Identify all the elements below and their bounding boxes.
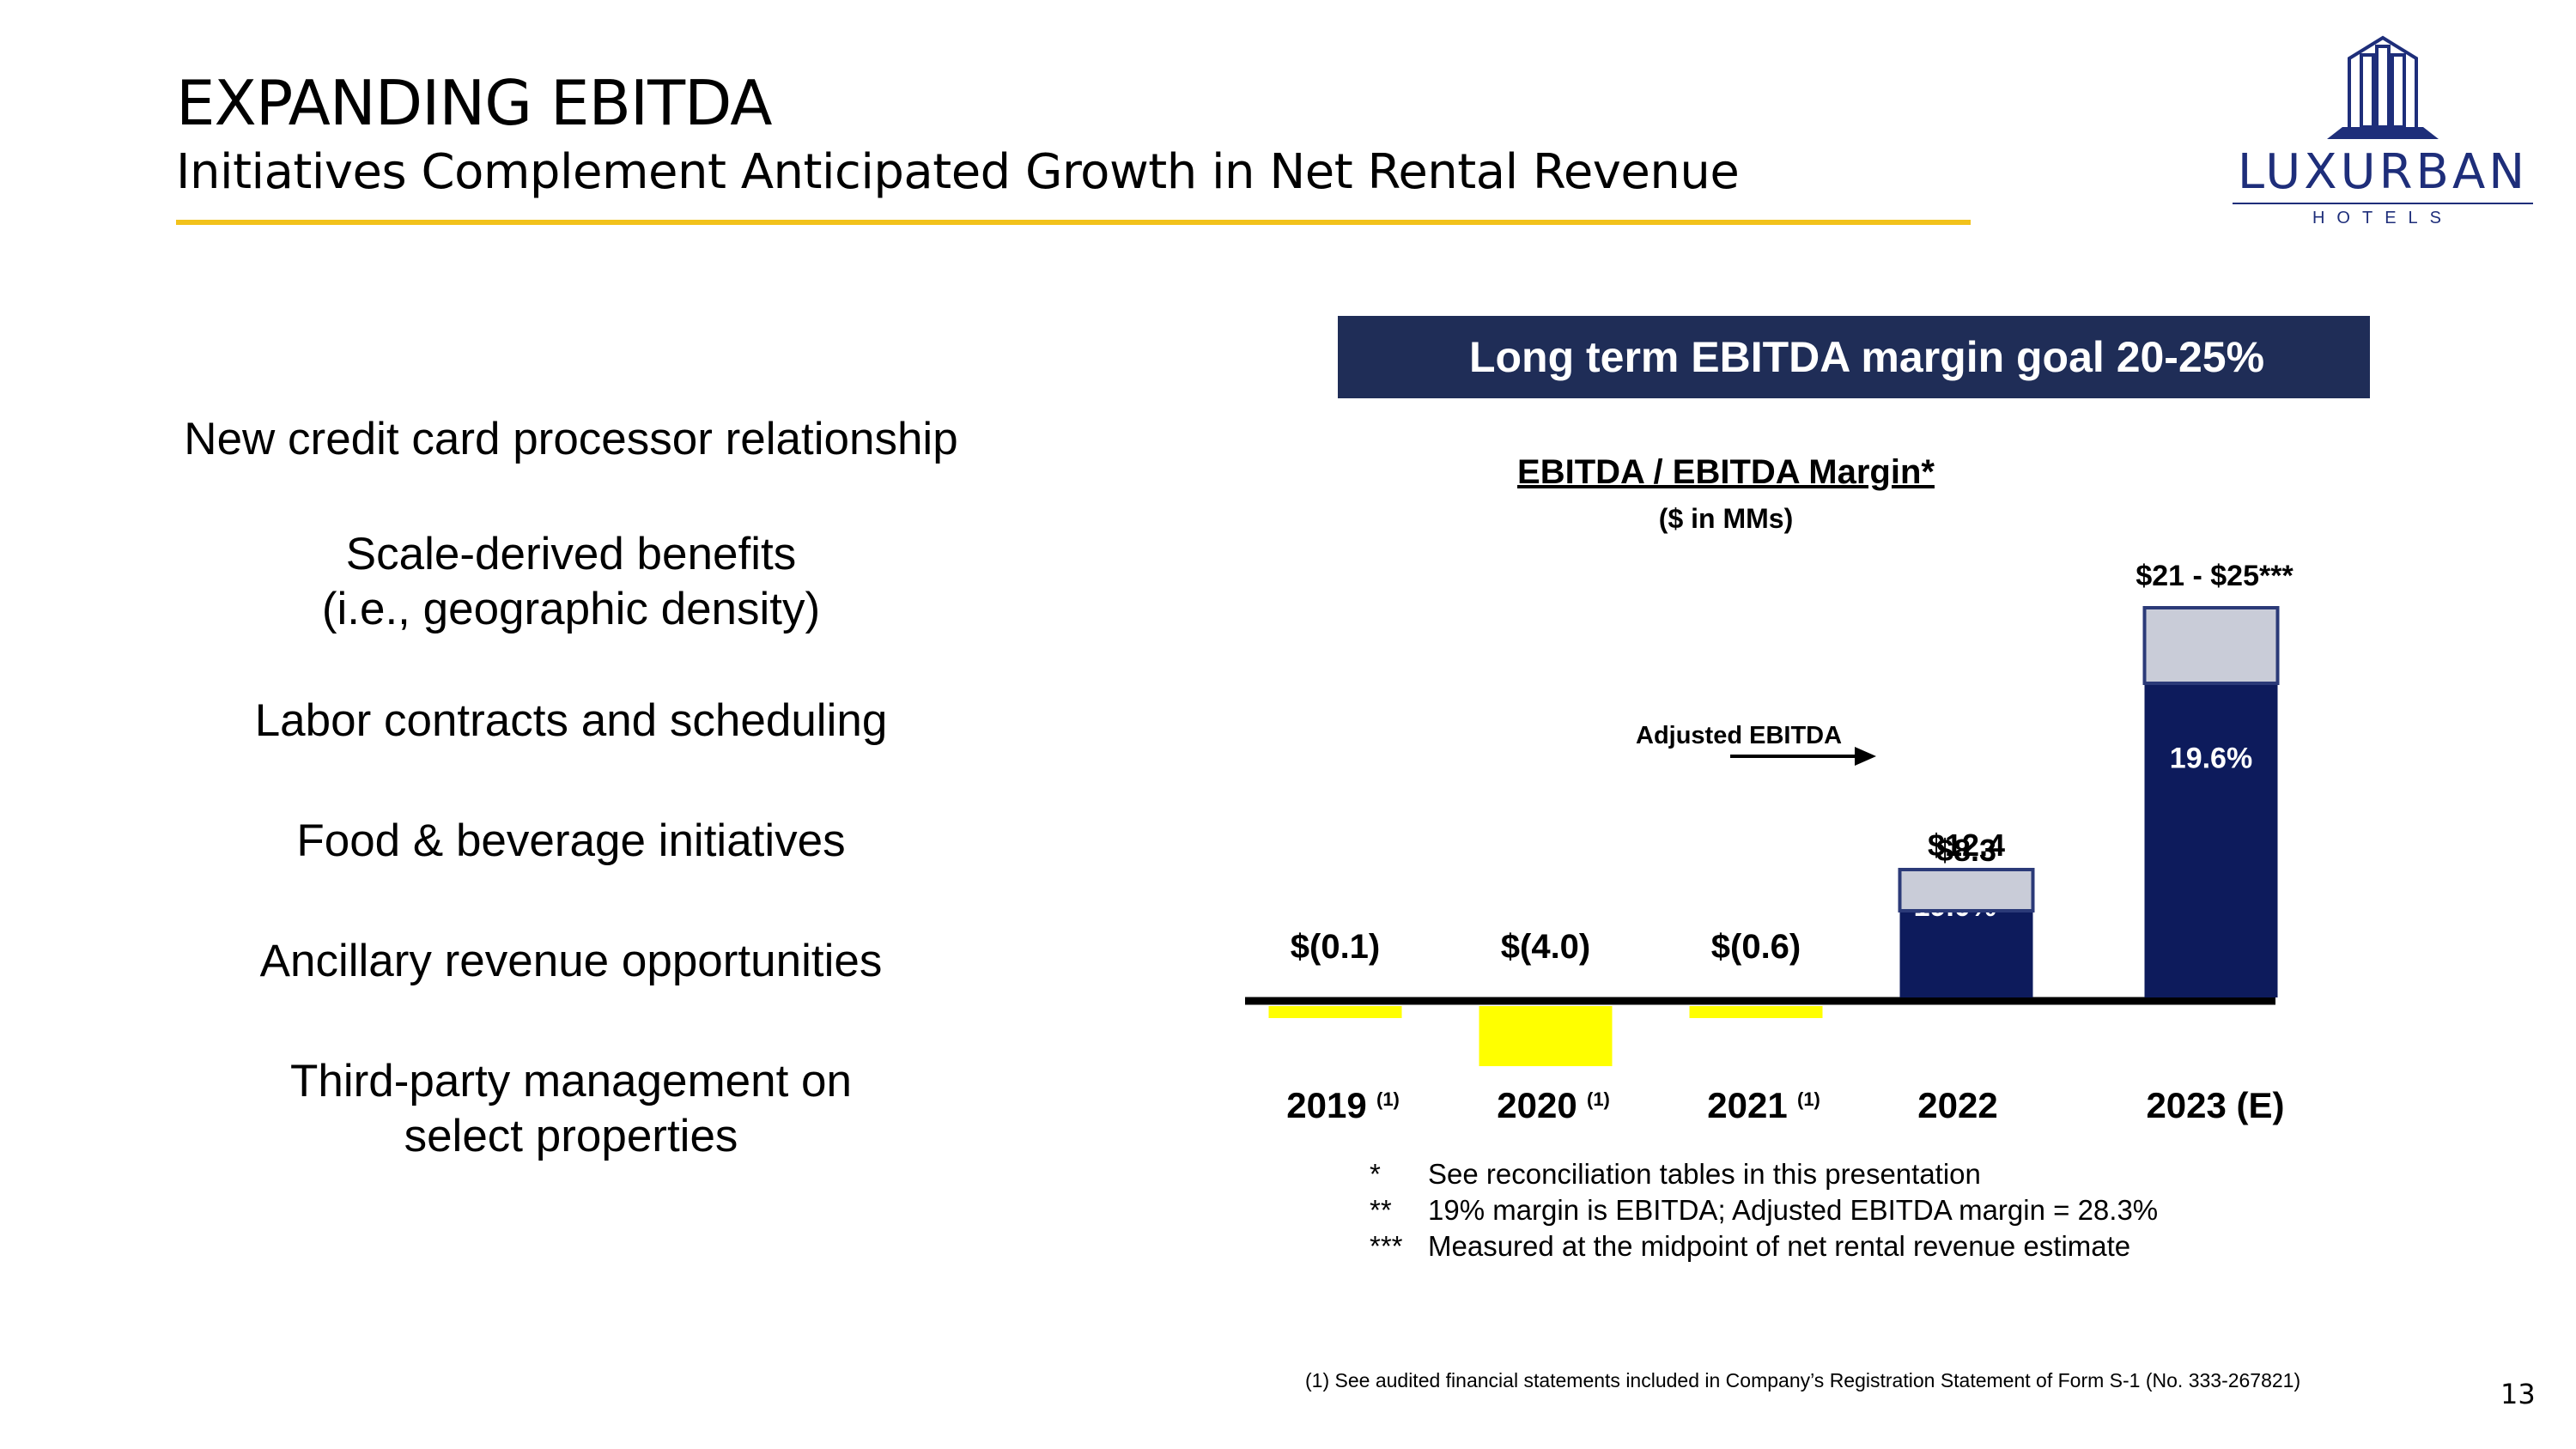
- bar-adjusted-2022: [1898, 868, 2035, 912]
- source-footnote: (1) See audited financial statements inc…: [1305, 1369, 2301, 1391]
- chart-notes: * See reconciliation tables in this prese…: [1370, 1156, 2158, 1264]
- chart-unit-label: ($ in MMs): [1658, 503, 1794, 534]
- initiative-item: Ancillary revenue opportunities: [259, 936, 883, 986]
- page-title: EXPANDING EBITDA: [176, 67, 772, 139]
- x-tick-label: 2021: [1707, 1085, 1787, 1125]
- initiative-item: Labor contracts and scheduling: [254, 695, 888, 746]
- bar-adjusted-label: $12.4: [1928, 828, 2005, 863]
- company-logo: LUXURBAN HOTELS: [2224, 34, 2542, 232]
- annotation-arrow-head: [1855, 747, 1876, 766]
- page-subtitle: Initiatives Complement Anticipated Growt…: [176, 144, 1740, 200]
- bar-range-label: $21 - $25***: [2136, 560, 2293, 592]
- x-tick-label: 2019: [1286, 1085, 1366, 1125]
- bar-value-label: $(4.0): [1501, 928, 1591, 966]
- page-number: 13: [2500, 1378, 2536, 1410]
- initiative-item: Food & beverage initiatives: [296, 815, 846, 866]
- x-tick-label: 2023 (E): [2146, 1085, 2284, 1125]
- bar-range-2023 (E): [2142, 606, 2280, 685]
- bar-ebitda-2019: [1268, 1006, 1402, 1018]
- note-item: *** Measured at the midpoint of net renta…: [1370, 1230, 2131, 1262]
- logo-tagline: HOTELS: [2312, 209, 2454, 227]
- initiatives-list: New credit card processor relationship S…: [120, 412, 1022, 1229]
- initiative-item: Scale-derived benefits (i.e., geographic …: [321, 529, 821, 634]
- building-icon: [2327, 35, 2439, 139]
- bar-ebitda-2021: [1689, 1006, 1823, 1018]
- initiative-item: Third-party management on select properti…: [290, 1056, 852, 1161]
- bar-value-label: $(0.1): [1291, 928, 1381, 966]
- x-tick-label: 2020: [1497, 1085, 1577, 1125]
- bar-margin-label: 19.6%: [2170, 743, 2252, 775]
- x-tick-note: (1): [1376, 1088, 1400, 1110]
- note-item: * See reconciliation tables in this prese…: [1370, 1158, 1981, 1190]
- adjusted-ebitda-annotation: Adjusted EBITDA: [1636, 722, 1842, 749]
- logo-wordmark: LUXURBAN: [2237, 144, 2529, 200]
- logo-divider: [2233, 203, 2533, 204]
- note-item: ** 19% margin is EBITDA; Adjusted EBITDA …: [1370, 1194, 2159, 1226]
- x-tick-note: (1): [1797, 1088, 1820, 1110]
- goal-banner: Long term EBITDA margin goal 20-25%: [1338, 316, 2370, 398]
- bar-ebitda-2020: [1479, 1006, 1613, 1066]
- x-tick-note: (1): [1587, 1088, 1610, 1110]
- initiative-item: New credit card processor relationship: [184, 414, 958, 464]
- x-tick-label: 2022: [1917, 1085, 1997, 1125]
- bar-ebitda-2023 (E): [2144, 682, 2278, 997]
- chart-title: EBITDA / EBITDA Margin*: [1517, 453, 1935, 491]
- bar-value-label: $8.3: [1936, 833, 1996, 868]
- title-underline: [176, 220, 1971, 225]
- bar-value-label: $(0.6): [1711, 928, 1801, 966]
